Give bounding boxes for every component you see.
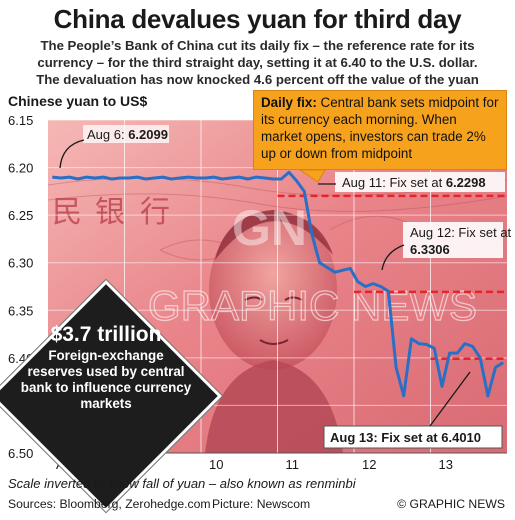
annotation-aug12: Aug 12: Fix set at 6.3306 — [381, 222, 512, 271]
annotation-aug11-label: Aug 11: Fix set at 6.2298 — [342, 175, 486, 190]
reserves-value: $3.7 trillion — [50, 323, 162, 346]
banknote-characters: 民 银 行 — [52, 195, 170, 230]
watermark-gn: GN — [232, 200, 307, 256]
y-tick-label: 6.25 — [8, 208, 33, 223]
annotation-aug6-value: 6.2099 — [128, 127, 168, 142]
portrait-illustration — [205, 210, 343, 453]
reserves-description: Foreign-exchange reserves used by centra… — [20, 348, 192, 411]
annotation-bg — [403, 222, 503, 258]
annotation-arrow — [381, 244, 405, 271]
x-tick-label: 12 — [362, 457, 376, 472]
svg-text:行: 行 — [140, 195, 170, 230]
annotation-aug6-label: Aug 6: 6.2099 — [87, 127, 168, 142]
y-tick-label: 6.15 — [8, 113, 33, 128]
x-tick-label: 13 — [439, 457, 453, 472]
annotation-aug12-label: Aug 12: Fix set at — [410, 225, 512, 240]
svg-text:民: 民 — [52, 195, 82, 230]
fix-box-pointer — [298, 169, 326, 183]
annotation-aug13: Aug 13: Fix set at 6.4010 — [323, 371, 503, 449]
y-tick-label: 6.50 — [8, 446, 33, 461]
annotation-aug11: Aug 11: Fix set at 6.2298 — [318, 172, 505, 192]
annotation-bg — [335, 172, 505, 192]
watermark-graphic-news: GRAPHIC NEWS — [148, 282, 477, 329]
annotation-aug6: Aug 6: 6.2099 — [59, 125, 169, 169]
daily-fix-box: Daily fix: Central bank sets midpoint fo… — [253, 90, 507, 170]
x-tick-label: 10 — [209, 457, 223, 472]
annotation-bg — [83, 125, 169, 143]
annotation-aug12-value: 6.3306 — [410, 242, 450, 257]
publisher-credit: © GRAPHIC NEWS — [397, 497, 505, 511]
subtitle-line-3: The devaluation has now knocked 4.6 perc… — [36, 72, 479, 87]
yuan-rate-line — [52, 170, 504, 398]
sources: Sources: Bloomberg, Zerohedge.com — [8, 497, 211, 511]
annotation-aug11-value: 6.2298 — [446, 175, 486, 190]
annotation-aug13-label: Aug 13: Fix set at 6.4010 — [330, 430, 481, 445]
y-tick-label: 6.20 — [8, 161, 33, 176]
y-axis-title: Chinese yuan to US$ — [8, 93, 148, 109]
fix-box-label: Daily fix: — [261, 95, 317, 110]
x-tick-label: 11 — [286, 457, 300, 472]
annotation-arrow — [59, 139, 85, 169]
annotation-bg — [323, 425, 503, 449]
headline: China devalues yuan for third day — [53, 4, 462, 34]
y-tick-label: 6.35 — [8, 303, 33, 318]
picture-credit: Picture: Newscom — [212, 497, 311, 511]
reserves-callout: $3.7 trillion Foreign-exchange reserves … — [20, 322, 192, 412]
subtitle-line-1: The People’s Bank of China cut its daily… — [40, 38, 475, 53]
annotation-arrow — [429, 371, 471, 427]
subtitle-line-2: currency – for the third straight day, s… — [37, 55, 478, 70]
annotation-aug13-value: 6.4010 — [441, 430, 481, 445]
footnote: Scale inverted to show fall of yuan – al… — [8, 476, 356, 491]
fix-box-text: Central bank sets midpoint for its curre… — [261, 95, 499, 161]
svg-text:银: 银 — [95, 195, 125, 230]
y-tick-label: 6.30 — [8, 256, 33, 271]
